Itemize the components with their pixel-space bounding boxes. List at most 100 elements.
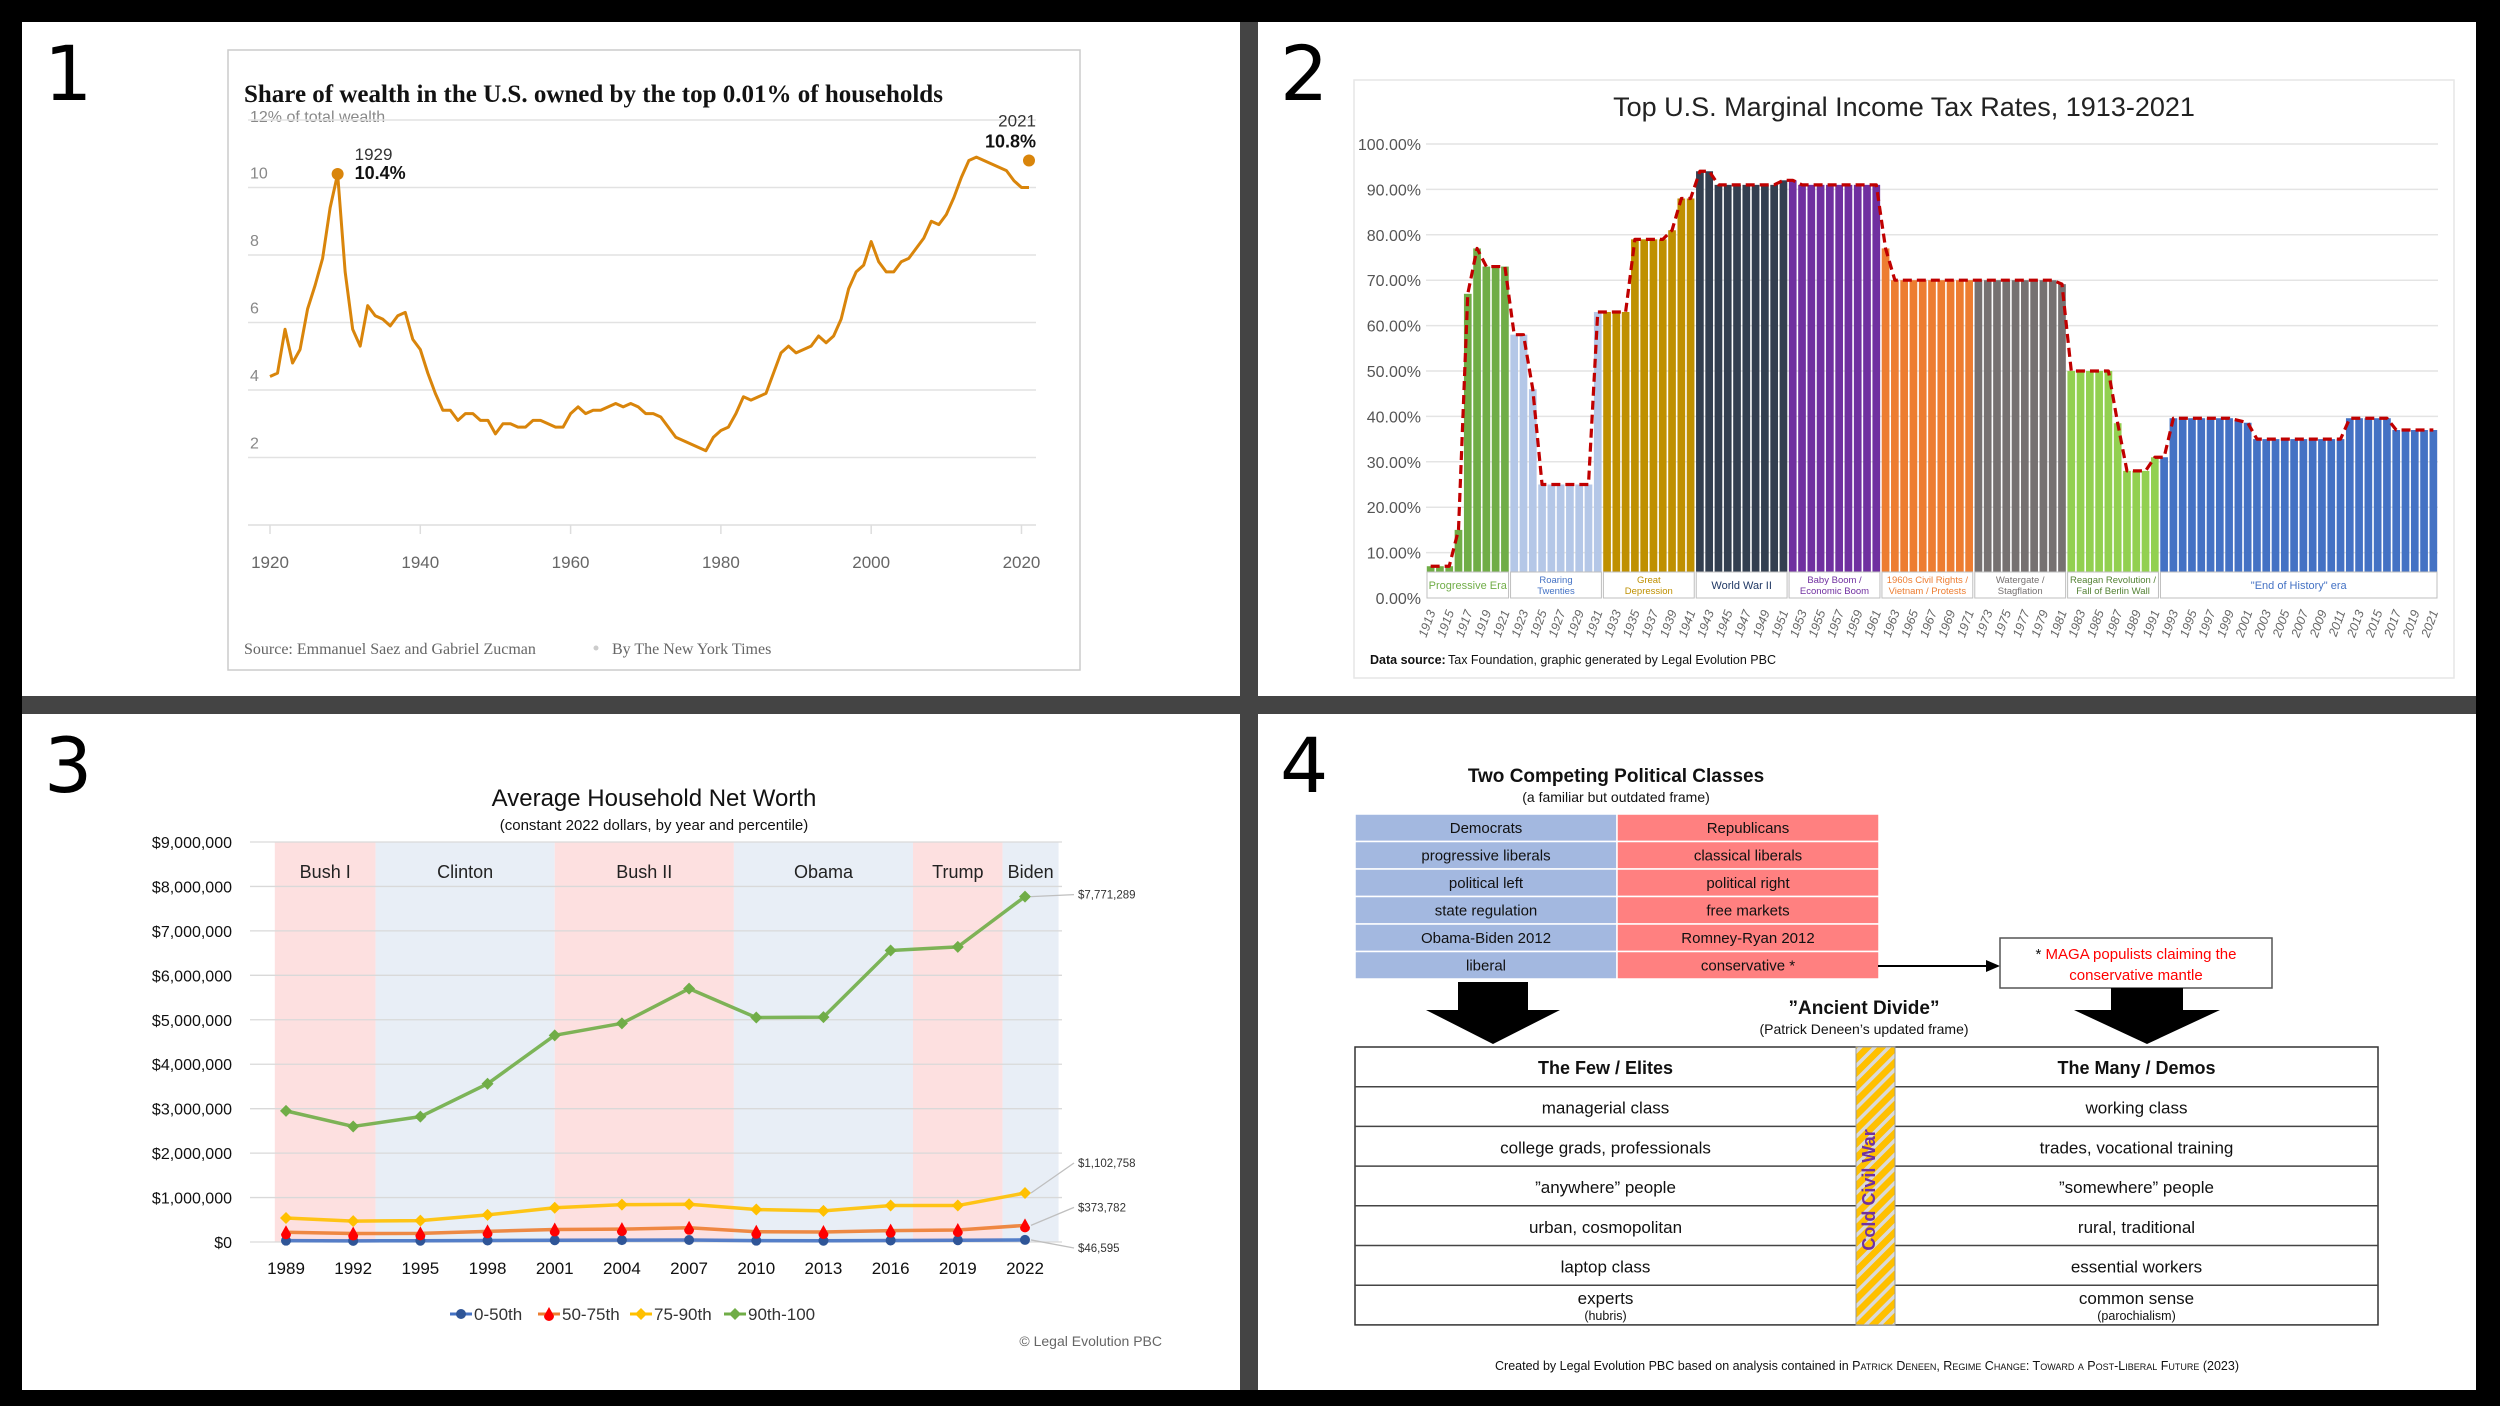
y-tick-label: 30.00% [1367, 455, 1421, 472]
y-tick-label: 40.00% [1367, 409, 1421, 426]
era-label: World War II [1711, 580, 1772, 592]
diagram-title: Two Competing Political Classes [1468, 766, 1764, 787]
left-cell-text: liberal [1466, 958, 1506, 975]
era-label-box [1974, 571, 2067, 599]
many-row-text: ”somewhere” people [2059, 1178, 2214, 1197]
marker-90th-100 [414, 1110, 427, 1123]
presidency-label: Bush I [300, 862, 351, 882]
political-classes-diagram: Two Competing Political Classes (a famili… [1354, 766, 2379, 1373]
era-label-box [1426, 571, 1510, 599]
marker-0-50th [885, 1235, 896, 1246]
tax-bar-2021 [2429, 430, 2438, 598]
leader-line [1030, 1162, 1075, 1194]
annotation-point [1023, 154, 1035, 167]
marker-75-90th [683, 1198, 696, 1211]
tax-bar-1972 [1974, 280, 1983, 598]
chart-frame [227, 49, 1081, 671]
tax-bar-1955 [1816, 184, 1825, 598]
tax-bar-2020 [2420, 430, 2428, 598]
tax-rates-chart: Top U.S. Marginal Income Tax Rates, 1913… [1353, 79, 2455, 679]
tax-bar-1926 [1547, 484, 1556, 598]
few-last-sub: (hubris) [1584, 1309, 1626, 1323]
x-tick-label: 1960 [552, 553, 590, 572]
left-cell-text: progressive liberals [1421, 848, 1550, 865]
credit-prefix: Created by Legal Evolution PBC based on … [1495, 1359, 1852, 1373]
marker-75-90th [635, 1308, 647, 1320]
tax-bar-1961 [1872, 184, 1881, 598]
tax-bar-1963 [1891, 280, 1899, 598]
tax-bar-1978 [2030, 280, 2038, 598]
era-label: Baby Boom / Economic Boom [1800, 575, 1869, 597]
down-arrow-icon [1426, 982, 1560, 1044]
tax-bar-1975 [2002, 280, 2011, 598]
tax-bar-1930 [1584, 484, 1593, 598]
marker-75-90th [817, 1204, 830, 1217]
tax-bar-1979 [2039, 280, 2048, 598]
y-tick-label: $4,000,000 [152, 1057, 232, 1074]
panel-number: 3 [44, 721, 93, 810]
note-star: * [2036, 946, 2046, 963]
source-text: Source: Emmanuel Saez and Gabriel Zucman [244, 641, 536, 658]
x-tick-label: 1940 [401, 553, 439, 572]
era-label-box [2159, 571, 2438, 599]
tax-bar-1937 [1649, 239, 1658, 598]
tax-bar-1970 [1956, 280, 1964, 598]
marker-90th-100 [347, 1120, 360, 1133]
y-tick-label: $2,000,000 [152, 1146, 232, 1163]
marker-0-50th [482, 1235, 493, 1246]
tax-bar-1957 [1835, 184, 1843, 598]
leader-line [1030, 1239, 1075, 1249]
y-tick-label: $0 [214, 1235, 232, 1252]
y-tick-label: 0.00% [1376, 591, 1421, 608]
tax-bar-1999 [2225, 418, 2233, 598]
tax-bar-1971 [1965, 280, 1973, 598]
marker-0-50th [751, 1235, 762, 1246]
tax-bar-1953 [1798, 184, 1806, 598]
tax-bar-1945 [1723, 184, 1732, 598]
many-row-text: working class [2084, 1099, 2187, 1118]
x-tick-label: 2019 [939, 1259, 977, 1278]
right-cell [1616, 840, 1880, 870]
chart-subtitle: (constant 2022 dollars, by year and perc… [500, 817, 809, 834]
stripe-label: Cold Civil War [1859, 1129, 1879, 1250]
marker-75-90th [280, 1212, 292, 1224]
tax-bar-2007 [2299, 439, 2308, 598]
tax-bar-1943 [1705, 171, 1714, 598]
y-tick-label: $7,000,000 [152, 924, 232, 941]
x-tick-label: 2013 [805, 1259, 843, 1278]
right-cell-text: classical liberals [1694, 848, 1802, 865]
era-label: Progressive Era [1429, 580, 1508, 592]
panel-wealth-share: 1 Share of wealth in the U.S. owned by t… [22, 22, 1240, 696]
marker-0-50th [456, 1309, 466, 1319]
source-text: Tax Foundation, graphic generated by Leg… [1448, 653, 1776, 667]
leader-line [1030, 893, 1075, 898]
era-label: Great Depression [1625, 575, 1673, 597]
note-text-line2: conservative mantle [2069, 967, 2202, 984]
panel-number: 2 [1280, 29, 1329, 118]
tax-bar-1919 [1482, 266, 1491, 598]
tax-bar-1922 [1510, 334, 1519, 598]
marker-90th-100 [729, 1308, 741, 1320]
tax-bar-1984 [2085, 371, 2094, 598]
legend-label: 75-90th [654, 1305, 712, 1324]
marker-90th-100 [481, 1077, 494, 1090]
presidency-band [913, 842, 1003, 1242]
marker-90th-100 [884, 944, 897, 957]
y-tick-label: 4 [250, 368, 259, 385]
tax-bar-2008 [2308, 439, 2317, 598]
tax-bar-1941 [1686, 198, 1695, 598]
marker-50-75th [616, 1222, 627, 1237]
right-cell-text: Republicans [1707, 820, 1790, 837]
tax-bar-1982 [2067, 371, 2076, 598]
tax-bar-2010 [2327, 439, 2336, 598]
tax-bar-2006 [2290, 439, 2298, 598]
note-text-line1: * MAGA populists claiming the [2036, 946, 2237, 963]
few-header: The Few / Elites [1538, 1058, 1673, 1078]
series-line-75-90th [285, 1191, 1026, 1223]
x-tick-label: 2010 [737, 1259, 775, 1278]
down-arrow-icon [2074, 988, 2220, 1044]
marker-50-75th [482, 1224, 493, 1239]
marker-90th-100 [951, 940, 964, 953]
left-cell [1354, 950, 1618, 980]
marker-75-90th [481, 1208, 494, 1221]
